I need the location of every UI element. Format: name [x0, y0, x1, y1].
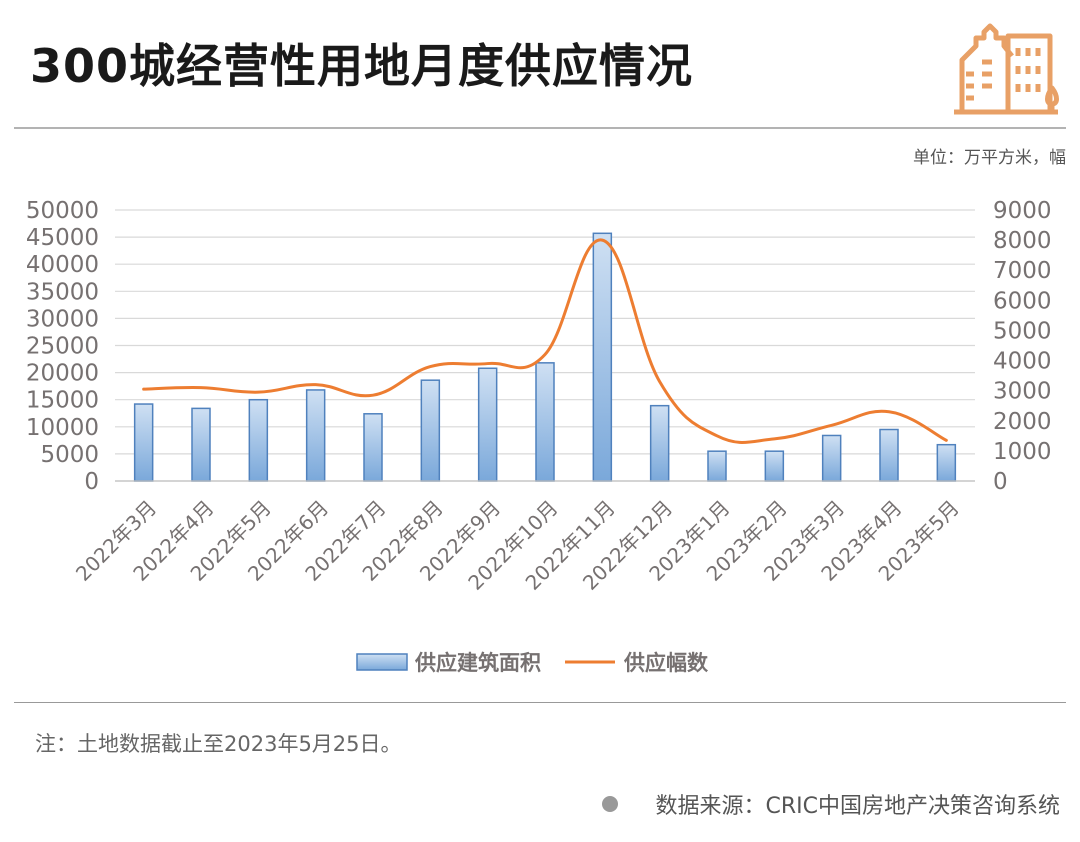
left-tick-label: 25000: [26, 334, 99, 360]
left-tick-label: 15000: [26, 388, 99, 414]
left-tick-label: 20000: [26, 361, 99, 387]
bar-2022年7月: [363, 413, 383, 482]
left-tick-label: 35000: [26, 279, 99, 305]
right-tick-label: 6000: [993, 288, 1052, 314]
left-tick-label: 50000: [26, 198, 99, 224]
bar-2022年3月: [133, 403, 154, 482]
footnote: 注：土地数据截止至2023年5月25日。: [35, 732, 402, 756]
left-tick-label: 45000: [26, 225, 99, 251]
right-y-axis: 0 1000 2000 3000 4000 5000 6000 7000 8000 9000: [993, 198, 1052, 495]
supply-chart: 0500010000150002000025000300003500040000…: [26, 198, 1052, 675]
left-tick-label: 5000: [40, 442, 99, 468]
legend-line-label: 供应幅数: [623, 651, 709, 675]
bar-2022年10月: [535, 362, 555, 482]
footer-divider: [14, 702, 1066, 703]
left-tick-label: 40000: [26, 252, 99, 278]
right-tick-label: 7000: [993, 258, 1052, 284]
x-axis: 2022年3月2022年4月2022年5月2022年6月2022年7月2022年…: [71, 480, 975, 595]
left-tick-label: 10000: [26, 415, 99, 441]
bar-2023年4月: [879, 428, 899, 482]
page-title: 300城经营性用地月度供应情况: [30, 39, 694, 93]
line-series: [142, 238, 948, 444]
building-icon: [954, 23, 1059, 115]
legend-bar-label: 供应建筑面积: [414, 651, 541, 675]
right-tick-label: 5000: [993, 318, 1052, 344]
bar-2022年4月: [191, 407, 211, 482]
bar-2023年2月: [764, 450, 785, 482]
line-path: [142, 238, 948, 444]
bar-2023年1月: [707, 450, 727, 482]
legend: 供应建筑面积 供应幅数: [356, 651, 709, 675]
bar-2022年11月: [592, 232, 613, 482]
bar-series: [133, 232, 957, 482]
source-line: 数据来源：CRIC中国房地产决策咨询系统: [601, 788, 1061, 820]
bar-2022年8月: [420, 379, 441, 482]
bar-2022年12月: [649, 404, 670, 482]
left-tick-label: 0: [84, 469, 99, 495]
bar-2022年5月: [248, 398, 269, 482]
source-text: 数据来源：CRIC中国房地产决策咨询系统: [655, 794, 1061, 819]
right-tick-label: 4000: [993, 349, 1052, 375]
right-tick-label: 1000: [993, 439, 1052, 465]
bar-2023年5月: [936, 443, 957, 482]
right-tick-label: 2000: [993, 409, 1052, 435]
right-tick-label: 9000: [993, 198, 1052, 224]
bar-2022年9月: [477, 367, 498, 482]
bullet-icon: [601, 796, 618, 812]
left-tick-label: 30000: [26, 306, 99, 332]
left-y-axis: 0500010000150002000025000300003500040000…: [26, 198, 99, 495]
bar-2023年3月: [821, 434, 842, 482]
right-tick-label: 3000: [993, 379, 1052, 405]
legend-bar-swatch: [356, 653, 408, 671]
bar-2022年6月: [305, 389, 326, 482]
title-divider: [14, 127, 1066, 129]
right-tick-label: 8000: [993, 228, 1052, 254]
unit-label: 单位：万平方米，幅: [913, 148, 1066, 168]
right-tick-label: 0: [993, 469, 1008, 495]
